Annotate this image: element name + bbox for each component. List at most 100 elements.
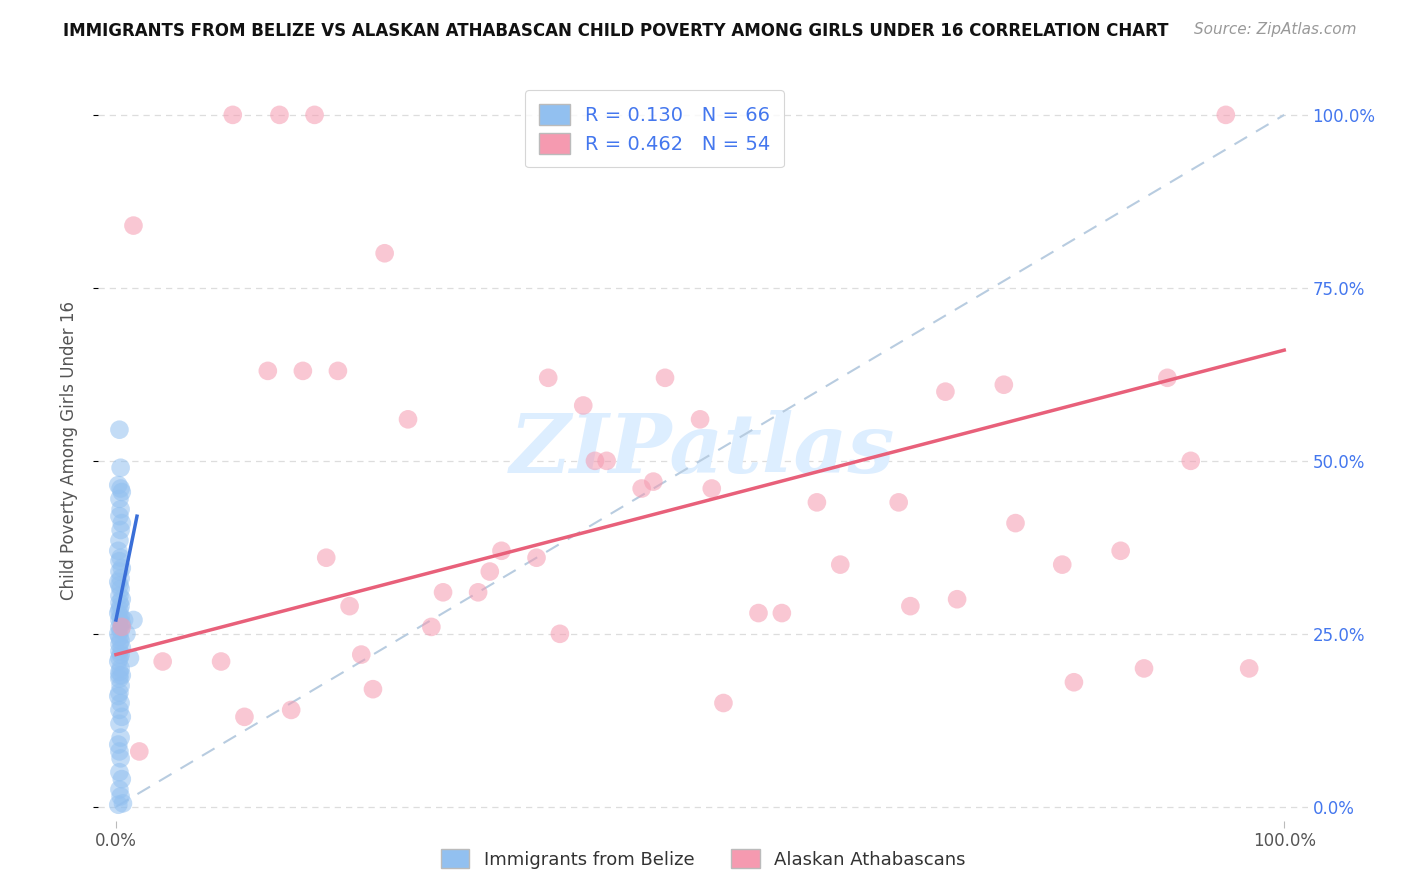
Point xyxy=(700,482,723,496)
Point xyxy=(107,738,129,752)
Point xyxy=(1063,675,1085,690)
Point xyxy=(111,485,134,500)
Point xyxy=(115,627,138,641)
Point xyxy=(111,797,134,811)
Point xyxy=(315,550,337,565)
Point xyxy=(110,696,132,710)
Point xyxy=(280,703,302,717)
Point xyxy=(108,744,131,758)
Point xyxy=(222,108,245,122)
Legend: R = 0.130   N = 66, R = 0.462   N = 54: R = 0.130 N = 66, R = 0.462 N = 54 xyxy=(524,90,785,168)
Text: ZIPatlas: ZIPatlas xyxy=(510,410,896,491)
Point xyxy=(595,454,617,468)
Point xyxy=(108,578,131,592)
Point xyxy=(110,482,132,496)
Point xyxy=(110,550,132,565)
Point xyxy=(108,613,131,627)
Point xyxy=(1156,371,1178,385)
Point xyxy=(108,716,131,731)
Point xyxy=(326,364,349,378)
Point xyxy=(233,710,256,724)
Point xyxy=(110,789,132,804)
Point xyxy=(339,599,361,614)
Point xyxy=(374,246,396,260)
Point xyxy=(110,609,132,624)
Point xyxy=(1215,108,1237,122)
Point xyxy=(108,685,131,699)
Point xyxy=(830,558,852,572)
Point xyxy=(108,782,131,797)
Point xyxy=(107,655,129,669)
Point xyxy=(122,613,145,627)
Point xyxy=(993,377,1015,392)
Point xyxy=(467,585,489,599)
Point xyxy=(108,602,131,616)
Point xyxy=(110,624,132,638)
Point xyxy=(689,412,711,426)
Point xyxy=(108,668,131,682)
Point xyxy=(583,454,606,468)
Point xyxy=(110,572,132,586)
Legend: Immigrants from Belize, Alaskan Athabascans: Immigrants from Belize, Alaskan Athabasc… xyxy=(433,841,973,876)
Point xyxy=(107,689,129,703)
Point xyxy=(108,630,131,644)
Point xyxy=(111,561,134,575)
Point xyxy=(108,644,131,658)
Point xyxy=(110,661,132,675)
Point xyxy=(110,523,132,537)
Point xyxy=(152,655,174,669)
Point xyxy=(478,565,501,579)
Point xyxy=(107,574,129,589)
Point xyxy=(110,633,132,648)
Point xyxy=(491,543,513,558)
Point xyxy=(110,731,132,745)
Point xyxy=(110,599,132,614)
Point xyxy=(111,620,134,634)
Point xyxy=(107,797,129,812)
Point xyxy=(108,589,131,603)
Point xyxy=(291,364,314,378)
Point xyxy=(110,582,132,596)
Point xyxy=(110,502,132,516)
Point xyxy=(898,599,921,614)
Point xyxy=(654,371,676,385)
Point xyxy=(111,592,134,607)
Point xyxy=(548,627,571,641)
Point xyxy=(108,423,131,437)
Point xyxy=(630,482,652,496)
Point xyxy=(128,744,150,758)
Point xyxy=(111,616,134,631)
Point xyxy=(770,606,793,620)
Point xyxy=(1237,661,1260,675)
Point xyxy=(107,606,129,620)
Point xyxy=(537,371,560,385)
Point xyxy=(110,679,132,693)
Point xyxy=(111,516,134,530)
Point xyxy=(1052,558,1074,572)
Point xyxy=(572,399,595,413)
Point xyxy=(108,596,131,610)
Point xyxy=(209,655,232,669)
Point xyxy=(361,682,384,697)
Point xyxy=(934,384,956,399)
Point xyxy=(350,648,373,662)
Point xyxy=(396,412,419,426)
Point xyxy=(713,696,735,710)
Point xyxy=(432,585,454,599)
Point xyxy=(269,108,291,122)
Point xyxy=(108,672,131,686)
Point xyxy=(110,751,132,765)
Point xyxy=(110,648,132,662)
Point xyxy=(643,475,665,489)
Point xyxy=(108,509,131,524)
Point xyxy=(806,495,828,509)
Point xyxy=(111,668,134,682)
Point xyxy=(107,543,129,558)
Text: Source: ZipAtlas.com: Source: ZipAtlas.com xyxy=(1194,22,1357,37)
Point xyxy=(1180,454,1202,468)
Text: IMMIGRANTS FROM BELIZE VS ALASKAN ATHABASCAN CHILD POVERTY AMONG GIRLS UNDER 16 : IMMIGRANTS FROM BELIZE VS ALASKAN ATHABA… xyxy=(63,22,1168,40)
Point xyxy=(256,364,278,378)
Point xyxy=(111,772,134,786)
Point xyxy=(526,550,548,565)
Point xyxy=(1004,516,1026,530)
